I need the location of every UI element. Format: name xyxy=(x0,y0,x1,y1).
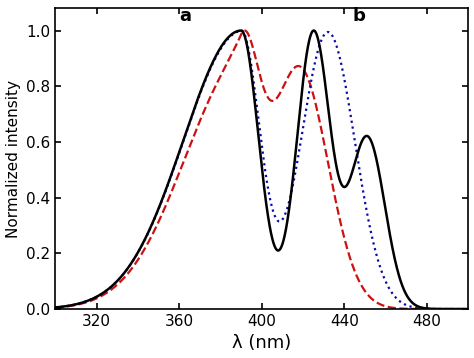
Text: a: a xyxy=(179,7,191,25)
X-axis label: λ (nm): λ (nm) xyxy=(232,334,292,352)
Text: b: b xyxy=(353,7,365,25)
Y-axis label: Normalized intensity: Normalized intensity xyxy=(6,79,20,238)
